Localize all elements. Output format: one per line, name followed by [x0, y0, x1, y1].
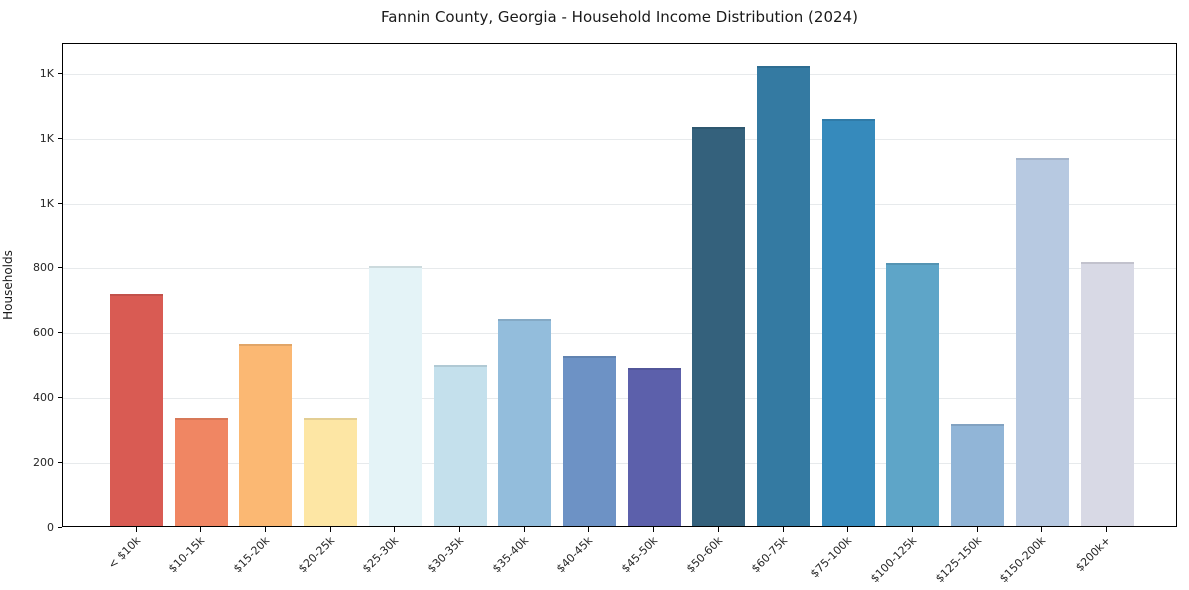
bar-75-100k [821, 118, 875, 526]
bar-100-125k [886, 262, 940, 526]
y-tick-mark [58, 396, 62, 398]
x-tick-mark [1041, 527, 1043, 532]
bar-20-25k [304, 418, 358, 526]
x-tick-mark [976, 527, 978, 532]
x-tick-mark [1106, 527, 1107, 532]
bar-200k [1080, 261, 1134, 526]
x-tick-mark [329, 527, 331, 532]
gridline [63, 138, 1176, 140]
bar-125-150k [951, 424, 1005, 526]
y-tick-mark [58, 332, 62, 334]
bar-60-75k [757, 65, 810, 526]
y-tick-mark [58, 461, 62, 463]
x-tick-mark [782, 527, 784, 532]
plot-area [62, 43, 1177, 527]
y-tick-label: 1K [39, 66, 54, 80]
bar-25-30k [368, 266, 422, 526]
gridline [63, 268, 1176, 270]
y-tick-mark [58, 267, 62, 269]
gridline [63, 73, 1176, 75]
bar-15-20k [239, 343, 293, 526]
y-tick-label: 600 [33, 326, 54, 340]
gridline [63, 462, 1176, 464]
y-tick-mark [58, 137, 62, 139]
gridline [63, 333, 1176, 335]
x-tick-label: < $10k [105, 534, 143, 572]
x-tick-mark [588, 527, 590, 532]
x-tick-mark [200, 527, 202, 532]
x-tick-mark [911, 527, 913, 532]
bar-10-15k [174, 418, 228, 526]
x-tick-mark [847, 527, 849, 532]
x-tick-mark [717, 527, 719, 532]
y-tick-label: 200 [33, 455, 54, 469]
x-tick-mark [523, 527, 525, 532]
gridline [63, 397, 1176, 399]
x-tick-mark [135, 527, 137, 532]
x-tick-mark [394, 527, 396, 532]
bar-50-60k [692, 126, 746, 526]
y-tick-label: 0 [47, 520, 54, 534]
y-tick-label: 800 [33, 261, 54, 275]
y-tick-mark [58, 72, 62, 74]
chart-title: Fannin County, Georgia - Household Incom… [381, 8, 858, 26]
y-tick-mark [58, 526, 62, 528]
x-tick-mark [653, 527, 655, 532]
gridline [63, 203, 1176, 205]
x-tick-mark [459, 527, 460, 532]
bar-10k [110, 293, 163, 526]
y-tick-label: 1K [39, 196, 54, 210]
y-tick-label: 1K [39, 131, 54, 145]
x-tick-mark [264, 527, 266, 532]
bar-40-45k [562, 356, 616, 526]
bar-30-35k [433, 365, 487, 526]
bar-150-200k [1015, 157, 1069, 526]
bar-45-50k [627, 367, 681, 526]
y-tick-mark [58, 202, 62, 204]
y-tick-label: 400 [33, 390, 54, 404]
y-axis-label: Households [1, 250, 15, 320]
bar-35-40k [498, 318, 552, 526]
